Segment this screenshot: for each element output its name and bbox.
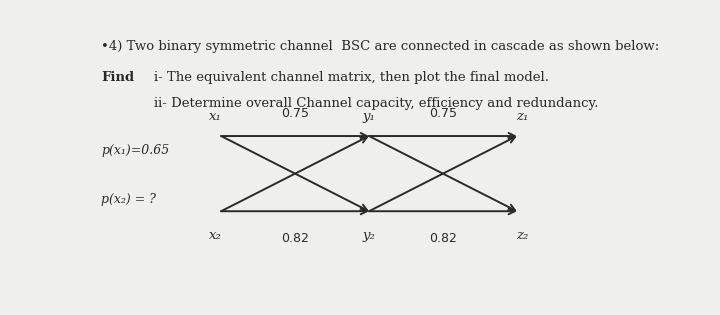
Text: y₂: y₂ (363, 229, 375, 243)
Text: 0.82: 0.82 (281, 232, 309, 245)
Text: x₁: x₁ (209, 110, 222, 123)
Text: Find: Find (101, 71, 135, 83)
Text: p(x₁)=0.65: p(x₁)=0.65 (101, 144, 169, 157)
Text: z₂: z₂ (516, 229, 528, 243)
Text: •4) Two binary symmetric channel  BSC are connected in cascade as shown below:: •4) Two binary symmetric channel BSC are… (101, 40, 660, 53)
Text: x₂: x₂ (209, 229, 222, 243)
Text: 0.75: 0.75 (429, 107, 457, 120)
Text: p(x₂) = ?: p(x₂) = ? (101, 192, 156, 206)
Text: z₁: z₁ (516, 110, 528, 123)
Text: i- The equivalent channel matrix, then plot the final model.: i- The equivalent channel matrix, then p… (154, 71, 549, 83)
Text: ii- Determine overall Channel capacity, efficiency and redundancy.: ii- Determine overall Channel capacity, … (154, 97, 598, 110)
Text: 0.75: 0.75 (281, 107, 309, 120)
Text: y₁: y₁ (363, 110, 375, 123)
Text: 0.82: 0.82 (429, 232, 457, 245)
